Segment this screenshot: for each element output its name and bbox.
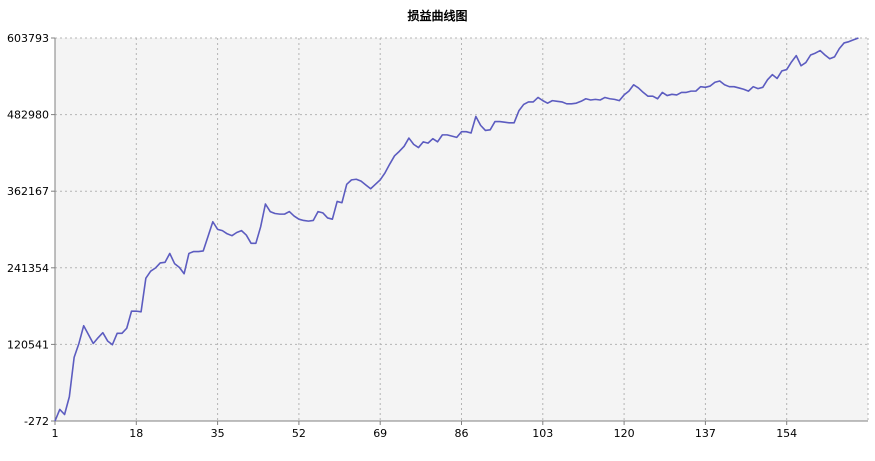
y-tick-label: 482980 bbox=[7, 109, 49, 122]
series-line bbox=[54, 37, 859, 422]
y-tick-label: 603793 bbox=[7, 32, 49, 45]
series-layer bbox=[54, 37, 859, 422]
x-tick-label: 154 bbox=[776, 427, 797, 440]
tick-labels: -272 120541 241354 362167 482980 603793 1 18 35 5… bbox=[7, 32, 797, 440]
x-tick-label: 52 bbox=[292, 427, 306, 440]
y-tick-label: 241354 bbox=[7, 262, 49, 275]
y-tick-label: -272 bbox=[24, 415, 49, 428]
chart-title: 损益曲线图 bbox=[407, 9, 468, 23]
x-tick-label: 137 bbox=[695, 427, 716, 440]
x-tick-label: 86 bbox=[455, 427, 469, 440]
x-tick-label: 35 bbox=[211, 427, 225, 440]
x-tick-label: 18 bbox=[129, 427, 143, 440]
y-tick-label: 120541 bbox=[7, 338, 49, 351]
x-tick-label: 120 bbox=[614, 427, 635, 440]
x-tick-label: 69 bbox=[373, 427, 387, 440]
y-tick-label: 362167 bbox=[7, 185, 49, 198]
x-tick-label: 103 bbox=[532, 427, 553, 440]
x-tick-label: 1 bbox=[52, 427, 59, 440]
axes bbox=[51, 37, 868, 425]
